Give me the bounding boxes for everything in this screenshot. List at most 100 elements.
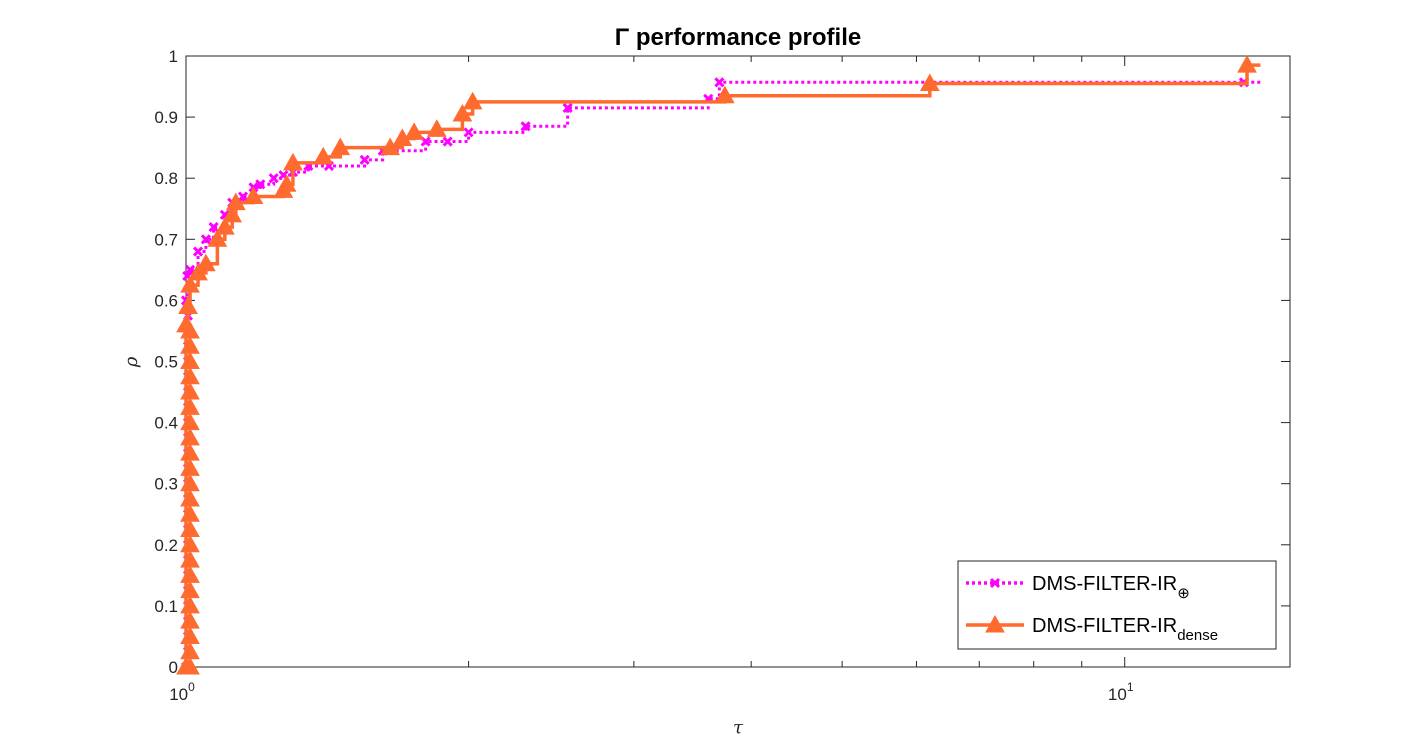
legend: DMS-FILTER-IR⊕DMS-FILTER-IRdense bbox=[957, 560, 1277, 650]
series-marker-x bbox=[989, 577, 1001, 589]
series-marker-triangle bbox=[180, 641, 200, 660]
series-marker-triangle bbox=[222, 204, 243, 223]
series-marker-x bbox=[200, 234, 211, 245]
series-marker-x bbox=[268, 173, 279, 184]
y-tick-label: 0.9 bbox=[154, 108, 178, 127]
series-2 bbox=[176, 55, 1261, 675]
series-marker-x bbox=[192, 246, 204, 257]
marker-stroke bbox=[989, 577, 1001, 589]
series-marker-triangle bbox=[215, 217, 235, 235]
series-marker-x bbox=[463, 127, 474, 138]
series-marker-triangle bbox=[276, 174, 297, 192]
series-marker-triangle bbox=[180, 427, 200, 446]
series-marker-x bbox=[714, 77, 725, 88]
x-axis-label: τ bbox=[733, 717, 744, 738]
series-marker-triangle bbox=[188, 262, 208, 281]
series-marker-triangle bbox=[225, 192, 246, 211]
y-tick-label: 0.7 bbox=[154, 230, 178, 249]
series-marker-triangle bbox=[180, 626, 200, 644]
series-marker-x bbox=[208, 222, 219, 233]
series-marker-triangle bbox=[462, 91, 483, 110]
y-axis-ticks: 0 0.1 0.2 0.3 0.4 0.5 0.6 0.7 0.8 0.9 1 bbox=[154, 47, 1290, 677]
legend-label-subscript: ⊕ bbox=[1177, 585, 1190, 602]
y-tick-label: 0.4 bbox=[154, 414, 178, 433]
marker-stroke bbox=[237, 191, 249, 202]
series-marker-x bbox=[562, 102, 573, 113]
series-marker-triangle bbox=[1237, 55, 1257, 73]
y-tick-label: 0.2 bbox=[154, 536, 178, 555]
series-marker-triangle bbox=[243, 186, 264, 205]
marker-stroke bbox=[268, 173, 279, 184]
marker-stroke bbox=[442, 136, 453, 147]
series-marker-triangle bbox=[207, 229, 228, 247]
series-marker-triangle bbox=[180, 336, 200, 354]
chart-title: Γ performance profile bbox=[615, 24, 861, 51]
series-marker-triangle bbox=[180, 519, 200, 538]
series-marker-triangle bbox=[180, 534, 200, 553]
series-marker-triangle bbox=[180, 595, 200, 614]
series-marker-triangle bbox=[196, 253, 216, 272]
series-marker-x bbox=[255, 179, 266, 190]
series-marker-x bbox=[359, 154, 370, 165]
legend-label-subscript: dense bbox=[1177, 627, 1218, 644]
series-marker-triangle bbox=[180, 504, 200, 522]
marker-stroke bbox=[714, 77, 725, 88]
marker-stroke bbox=[184, 264, 196, 275]
series-marker-triangle bbox=[180, 275, 200, 293]
marker-stroke bbox=[192, 246, 204, 257]
marker-stroke bbox=[520, 121, 531, 132]
series-marker-triangle bbox=[180, 473, 200, 492]
series-marker-triangle bbox=[283, 152, 303, 171]
series-marker-x bbox=[237, 191, 249, 202]
marker-stroke bbox=[562, 102, 573, 113]
marker-stroke bbox=[219, 209, 230, 220]
series-marker-triangle bbox=[180, 397, 200, 415]
series-marker-triangle bbox=[919, 73, 940, 91]
series-marker-triangle bbox=[985, 614, 1005, 633]
marker-stroke bbox=[255, 179, 266, 190]
y-tick-label: 0 bbox=[169, 658, 178, 677]
series-marker-triangle bbox=[180, 611, 200, 629]
series-marker-triangle bbox=[180, 580, 200, 599]
marker-stroke bbox=[359, 154, 370, 165]
series-marker-triangle bbox=[180, 565, 200, 583]
y-axis-label: ρ bbox=[121, 356, 142, 368]
marker-stroke bbox=[278, 170, 289, 181]
marker-stroke bbox=[208, 222, 219, 233]
series-marker-triangle bbox=[180, 412, 200, 431]
legend-box bbox=[957, 560, 1277, 650]
series-marker-triangle bbox=[404, 122, 424, 140]
x-tick-exponent: 0 bbox=[188, 680, 195, 694]
series-marker-triangle bbox=[180, 458, 200, 476]
series-marker-triangle bbox=[452, 104, 473, 122]
marker-stroke bbox=[420, 136, 431, 147]
series-marker-triangle bbox=[714, 85, 735, 104]
series-marker-triangle bbox=[180, 351, 200, 369]
marker-stroke bbox=[200, 234, 211, 245]
series-marker-triangle bbox=[180, 366, 200, 385]
series-marker-x bbox=[520, 121, 531, 132]
series-marker-triangle bbox=[180, 550, 200, 568]
series-marker-triangle bbox=[178, 296, 198, 315]
series-marker-triangle bbox=[180, 382, 200, 400]
series-marker-triangle bbox=[180, 656, 200, 675]
y-tick-label: 0.8 bbox=[154, 169, 178, 188]
y-tick-label: 0.1 bbox=[154, 597, 178, 616]
marker-stroke bbox=[463, 127, 474, 138]
marker-stroke bbox=[182, 270, 193, 282]
series-marker-triangle bbox=[313, 146, 334, 165]
series-marker-triangle bbox=[426, 119, 447, 137]
y-tick-label: 1 bbox=[169, 47, 178, 66]
series-marker-triangle bbox=[180, 488, 200, 507]
y-tick-label: 0.6 bbox=[154, 291, 178, 310]
x-tick-exponent: 1 bbox=[1127, 680, 1134, 694]
series-marker-triangle bbox=[180, 320, 200, 339]
series-marker-triangle bbox=[380, 137, 401, 156]
series-marker-triangle bbox=[180, 443, 200, 461]
y-tick-label: 0.5 bbox=[154, 353, 178, 372]
series-marker-x bbox=[442, 136, 453, 147]
series-layer bbox=[176, 55, 1261, 675]
series-marker-triangle bbox=[330, 137, 351, 156]
y-tick-label: 0.3 bbox=[154, 475, 178, 494]
